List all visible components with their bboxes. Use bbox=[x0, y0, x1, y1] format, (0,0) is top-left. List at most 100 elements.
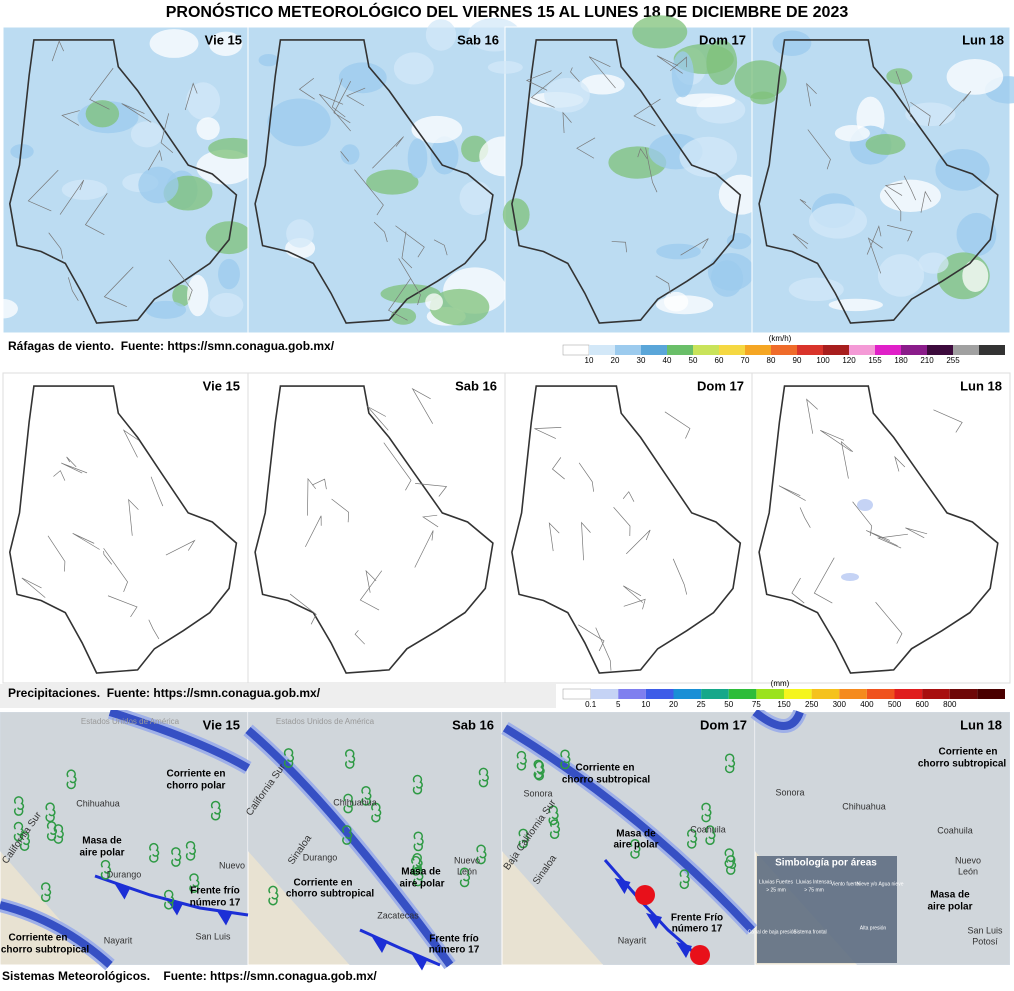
wind-blob bbox=[502, 198, 530, 232]
municipal-border bbox=[884, 182, 903, 196]
municipal-border bbox=[655, 275, 671, 294]
wind-symbol bbox=[459, 867, 470, 888]
wind-blob bbox=[338, 62, 387, 94]
wind-blob bbox=[676, 93, 736, 108]
map-label: Nieve y/o Agua nieve bbox=[857, 881, 904, 887]
wind-symbol bbox=[371, 802, 382, 823]
map-label: chorro subtropical bbox=[1, 945, 90, 956]
municipal-border bbox=[298, 77, 315, 100]
legend-label: 70 bbox=[741, 356, 750, 365]
map-label: Durango bbox=[107, 869, 142, 879]
legend-swatch bbox=[589, 345, 615, 355]
municipal-border bbox=[534, 427, 562, 439]
municipal-border bbox=[623, 598, 646, 610]
municipal-border bbox=[66, 456, 77, 468]
municipal-border bbox=[51, 40, 64, 62]
map-label: chorro polar bbox=[167, 781, 226, 792]
legend-label: 400 bbox=[860, 700, 874, 709]
municipal-border bbox=[168, 259, 193, 301]
legend-label: 180 bbox=[894, 356, 908, 365]
front-triangle bbox=[614, 878, 631, 894]
map-label: número 17 bbox=[672, 924, 723, 935]
wind-symbol bbox=[100, 859, 111, 880]
legend-swatch bbox=[562, 688, 591, 700]
wind-unit: (km/h) bbox=[769, 334, 792, 343]
legend-swatch bbox=[562, 344, 590, 356]
map-label: León bbox=[958, 866, 978, 876]
municipal-border bbox=[806, 398, 818, 434]
legend-swatch bbox=[784, 689, 812, 699]
municipal-border bbox=[799, 199, 812, 210]
municipal-border bbox=[372, 136, 404, 169]
municipal-border bbox=[84, 193, 108, 236]
municipal-border bbox=[331, 78, 346, 118]
jet-stream bbox=[752, 708, 804, 730]
wind-blob bbox=[726, 233, 752, 250]
municipal-border bbox=[664, 411, 691, 439]
legend-label: 300 bbox=[833, 700, 847, 709]
map-label: Corriente en bbox=[9, 933, 68, 944]
wind-blob bbox=[905, 102, 956, 127]
municipal-border bbox=[910, 101, 931, 126]
jet-stream bbox=[502, 724, 755, 933]
day-label: Lun 18 bbox=[960, 378, 1002, 393]
state-shape bbox=[254, 385, 494, 674]
legend-label: 80 bbox=[767, 356, 776, 365]
land-mask bbox=[248, 712, 502, 965]
wind-caption: Ráfagas de viento. Fuente: https://smn.c… bbox=[8, 339, 335, 353]
systems-caption: Sistemas Meteorológicos. Fuente: https:/… bbox=[2, 969, 377, 983]
day-label: Vie 15 bbox=[203, 717, 240, 732]
legend-swatch bbox=[949, 689, 978, 699]
wind-blob bbox=[656, 295, 714, 315]
state-shape bbox=[758, 385, 999, 674]
municipal-border bbox=[72, 533, 100, 550]
municipal-border bbox=[354, 630, 365, 645]
map-label: Coahuila bbox=[937, 825, 973, 835]
municipal-border bbox=[422, 514, 439, 528]
municipal-border bbox=[820, 430, 852, 452]
map-label: Alta presión bbox=[860, 925, 887, 931]
municipal-border bbox=[578, 462, 595, 492]
legend-swatch bbox=[756, 689, 784, 699]
wind-symbol bbox=[40, 882, 52, 903]
municipal-border bbox=[920, 190, 932, 213]
wind-symbol bbox=[342, 825, 353, 845]
wind-symbol bbox=[478, 767, 489, 788]
wind-blob bbox=[145, 300, 187, 319]
map-label: Frente frío bbox=[190, 886, 239, 897]
wind-symbol bbox=[724, 753, 736, 774]
wind-blob bbox=[196, 117, 220, 141]
wind-symbol bbox=[630, 838, 641, 859]
map-label: León bbox=[457, 866, 477, 876]
wind-blob bbox=[366, 169, 419, 195]
wind-symbol bbox=[66, 769, 77, 790]
municipal-border bbox=[611, 241, 627, 253]
municipal-border bbox=[433, 239, 448, 256]
municipal-border bbox=[398, 258, 421, 305]
municipal-border bbox=[867, 237, 883, 274]
legend-swatch bbox=[615, 345, 641, 355]
front-triangle bbox=[216, 909, 232, 926]
map-label: Canal de baja presión bbox=[748, 929, 797, 935]
wind-blob bbox=[208, 31, 243, 56]
municipal-border bbox=[128, 498, 139, 536]
wind-blob bbox=[425, 293, 443, 311]
legend-label: 10 bbox=[641, 700, 650, 709]
legend-label: 100 bbox=[816, 356, 830, 365]
legend-swatch bbox=[618, 689, 646, 699]
state-shape bbox=[8, 385, 238, 674]
map-label: San Luis bbox=[967, 925, 1003, 935]
legend-label: 155 bbox=[868, 356, 882, 365]
wind-blob bbox=[828, 298, 883, 312]
municipal-border bbox=[807, 129, 831, 170]
municipal-border bbox=[570, 67, 580, 83]
wind-symbol bbox=[45, 802, 56, 823]
legend-label: 120 bbox=[842, 356, 856, 365]
municipal-border bbox=[53, 470, 66, 481]
wind-symbol bbox=[210, 800, 222, 821]
municipal-border bbox=[887, 225, 913, 242]
map-label: Lluvias Intensas bbox=[796, 879, 832, 885]
municipal-border bbox=[383, 442, 412, 491]
map-label: Estados Unidos de América bbox=[276, 717, 375, 726]
municipal-border bbox=[319, 93, 351, 132]
